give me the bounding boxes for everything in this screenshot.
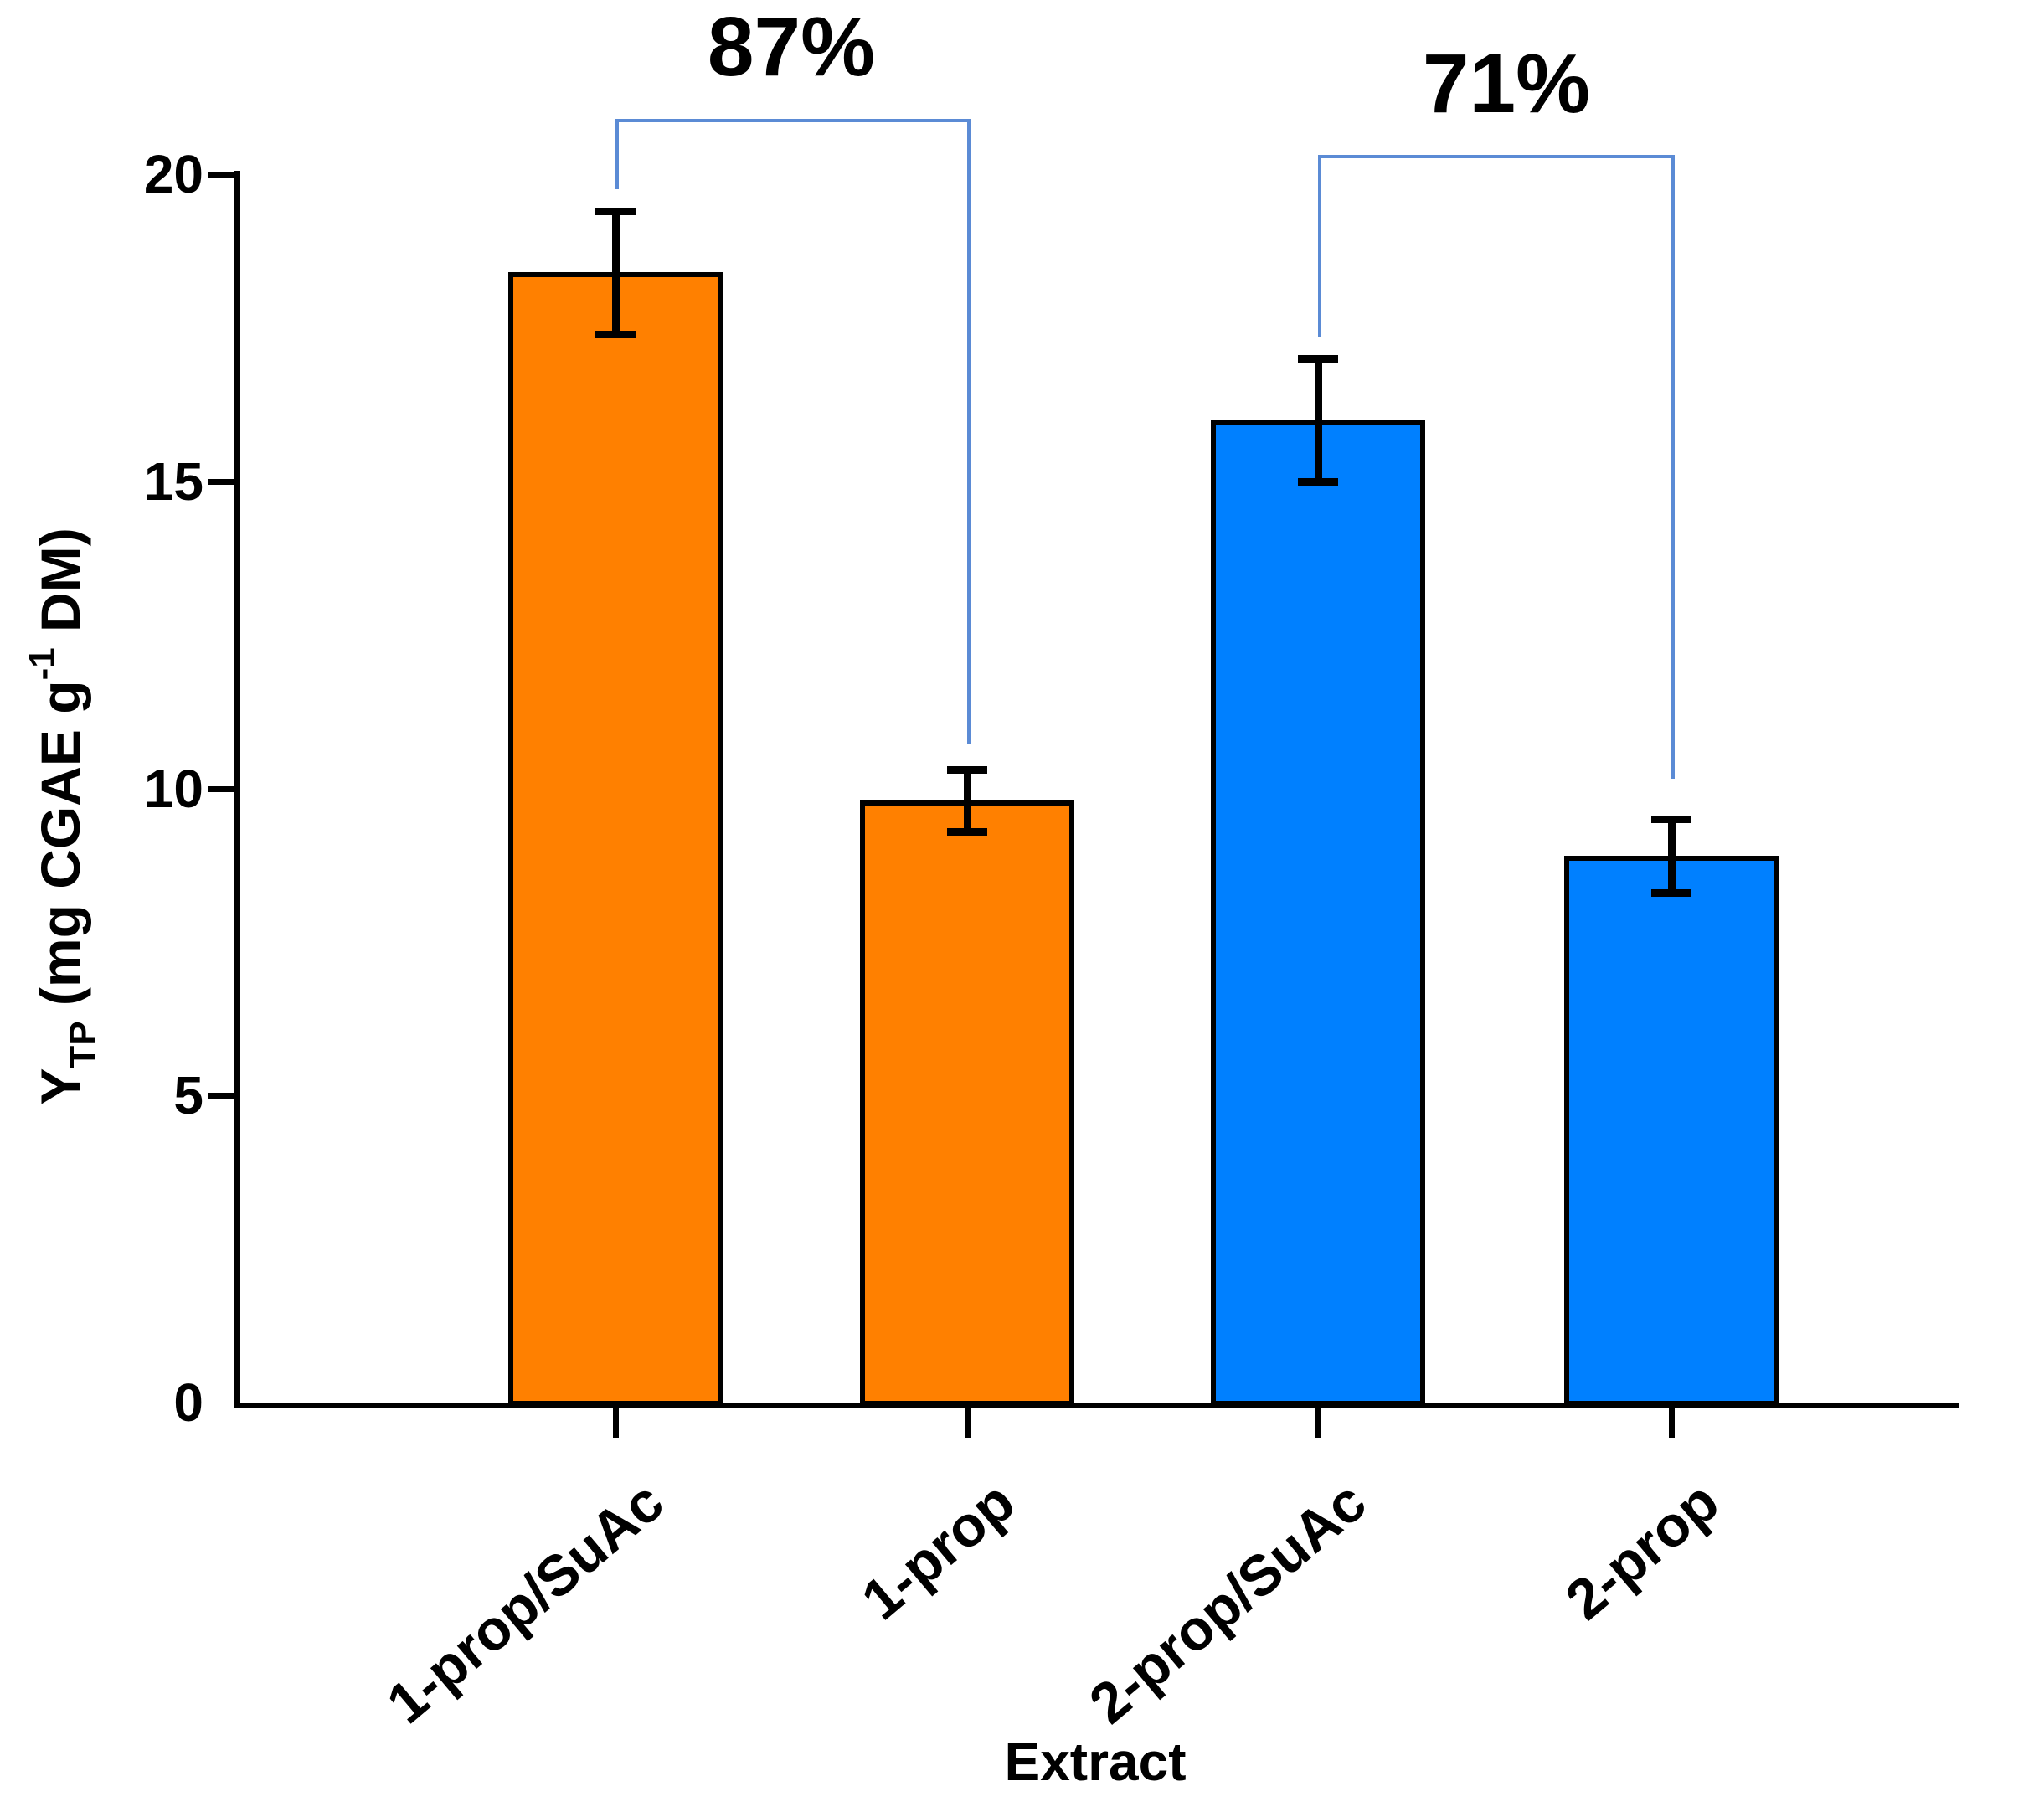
- x-axis-tick: [965, 1408, 971, 1438]
- error-bar-top-cap: [595, 208, 636, 215]
- x-axis-category-label: 1-prop/SuAc: [374, 1469, 676, 1737]
- bracket-horizontal-line: [1318, 155, 1675, 158]
- error-bar-bottom-cap: [1651, 889, 1691, 897]
- y-axis-tick: [208, 786, 237, 792]
- error-bar-top-cap: [1298, 355, 1338, 363]
- y-axis-tick-label: 20: [143, 144, 203, 204]
- percent-difference-label: 71%: [1422, 37, 1591, 131]
- error-bar-bottom-cap: [947, 828, 987, 836]
- error-bar: [1668, 819, 1676, 893]
- y-axis-tick-label: 5: [173, 1065, 203, 1125]
- bracket-left-leg: [615, 119, 619, 189]
- error-bar-bottom-cap: [1298, 478, 1338, 486]
- x-axis-tick: [1669, 1408, 1675, 1438]
- bracket-right-leg: [967, 119, 971, 744]
- x-axis-tick: [613, 1408, 619, 1438]
- y-axis-tick: [208, 172, 237, 178]
- error-bar-bottom-cap: [595, 331, 636, 338]
- error-bar: [964, 770, 971, 831]
- bar: [1211, 420, 1425, 1406]
- percent-difference-label: 87%: [707, 0, 876, 94]
- bar: [1564, 856, 1779, 1406]
- error-bar: [1315, 358, 1322, 481]
- bracket-right-leg: [1671, 155, 1675, 779]
- bar: [508, 272, 723, 1406]
- error-bar: [612, 211, 620, 334]
- x-axis-line: [234, 1403, 1959, 1408]
- bracket-left-leg: [1318, 155, 1321, 337]
- bracket-horizontal-line: [615, 119, 971, 122]
- y-axis-tick-label: 10: [143, 759, 203, 819]
- error-bar-top-cap: [947, 766, 987, 774]
- error-bar-top-cap: [1651, 816, 1691, 823]
- y-axis-tick: [208, 479, 237, 485]
- y-axis-tick-label: 0: [173, 1372, 203, 1433]
- x-axis-title: Extract: [1004, 1732, 1187, 1792]
- x-axis-category-label: 2-prop/SuAc: [1077, 1469, 1378, 1737]
- x-axis-category-label: 1-prop: [850, 1469, 1027, 1633]
- bar: [860, 800, 1074, 1406]
- y-axis-tick-label: 15: [143, 451, 203, 512]
- y-axis-line: [234, 171, 240, 1408]
- x-axis-category-label: 2-prop: [1554, 1469, 1732, 1633]
- y-axis-tick: [208, 1093, 237, 1099]
- x-axis-tick: [1315, 1408, 1321, 1438]
